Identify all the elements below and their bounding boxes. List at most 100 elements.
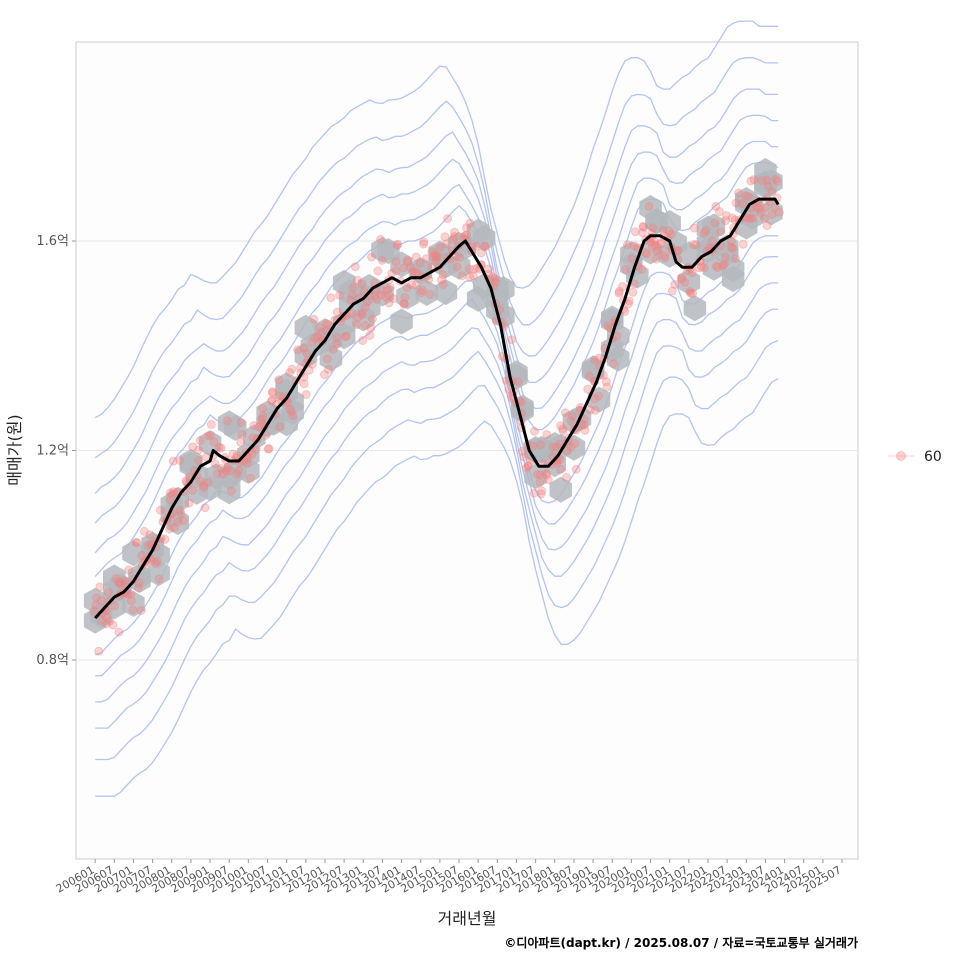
data-point (757, 176, 767, 185)
data-point (759, 213, 769, 223)
data-point (411, 252, 421, 262)
data-point (346, 295, 356, 305)
data-point (690, 223, 699, 233)
data-point (402, 282, 412, 292)
data-point (670, 280, 680, 289)
data-point (646, 237, 656, 247)
data-point (542, 470, 552, 480)
data-point (243, 454, 253, 464)
hexbin (198, 475, 222, 502)
data-point (476, 248, 486, 258)
data-point (713, 263, 722, 272)
data-point (656, 239, 666, 249)
data-point (319, 370, 329, 379)
data-point (464, 264, 474, 274)
data-point (734, 188, 744, 198)
hexbin (390, 308, 413, 335)
data-point (609, 359, 619, 368)
data-point (353, 312, 363, 322)
hexbin (83, 587, 107, 614)
y-axis-ticks: 0.8억 1.2억 1.6억 (36, 234, 76, 668)
data-point (536, 489, 546, 499)
data-point (762, 175, 772, 185)
data-point (234, 465, 244, 475)
contour-line (95, 339, 779, 761)
data-point (212, 469, 222, 479)
data-point (419, 239, 428, 249)
data-point (347, 290, 357, 300)
data-point (203, 431, 213, 441)
data-point (627, 254, 637, 264)
data-point (580, 425, 590, 435)
data-point (590, 394, 600, 404)
data-point (214, 443, 224, 452)
data-point (726, 242, 736, 252)
trend-line (94, 197, 780, 620)
hexbin (549, 476, 572, 503)
data-point (519, 452, 529, 462)
data-point (647, 242, 657, 252)
data-point (435, 242, 445, 252)
data-point (402, 257, 412, 267)
data-point (155, 505, 165, 515)
data-point (411, 280, 421, 290)
data-point (427, 247, 437, 257)
data-point (774, 207, 784, 217)
data-point (382, 285, 392, 295)
data-point (366, 323, 376, 333)
data-point (711, 201, 721, 211)
data-point (673, 245, 683, 255)
data-point (451, 251, 461, 261)
data-point (416, 288, 426, 298)
data-point (302, 349, 312, 359)
data-point (384, 298, 394, 308)
data-point (543, 475, 553, 485)
data-point (421, 254, 431, 264)
data-point (347, 309, 357, 319)
data-point (696, 262, 706, 272)
data-point (721, 211, 731, 221)
data-point (358, 336, 368, 345)
data-point (687, 268, 697, 278)
data-point (101, 619, 111, 629)
data-point (523, 461, 533, 471)
data-point (332, 307, 342, 317)
legend-key-point (896, 451, 906, 461)
data-point (490, 274, 500, 284)
data-point (301, 390, 311, 399)
data-point (443, 214, 453, 224)
data-point (274, 391, 284, 401)
data-point (232, 469, 242, 479)
data-point (95, 582, 105, 592)
data-point (293, 345, 303, 355)
data-point (621, 264, 631, 274)
data-point (137, 550, 147, 560)
hexbin (313, 318, 337, 345)
data-point (731, 254, 740, 264)
data-point (433, 251, 443, 261)
contour-line (95, 282, 779, 703)
data-point (377, 285, 387, 295)
data-point (116, 579, 126, 589)
data-point (537, 486, 547, 496)
data-point (530, 426, 539, 436)
data-point (96, 616, 106, 625)
data-point (685, 287, 695, 296)
data-point (195, 476, 205, 486)
data-point (376, 234, 386, 244)
data-point (399, 263, 408, 273)
data-point (332, 339, 342, 349)
data-point (651, 246, 661, 256)
data-point (761, 202, 771, 212)
data-point (108, 620, 118, 630)
contour-line (94, 235, 779, 656)
data-point (560, 408, 570, 418)
data-point (249, 421, 259, 431)
data-point (716, 227, 725, 237)
data-point (529, 488, 539, 498)
data-point (332, 332, 341, 342)
data-point (430, 251, 440, 261)
data-point (370, 291, 380, 301)
hexbin (587, 386, 611, 413)
data-point (667, 286, 677, 296)
